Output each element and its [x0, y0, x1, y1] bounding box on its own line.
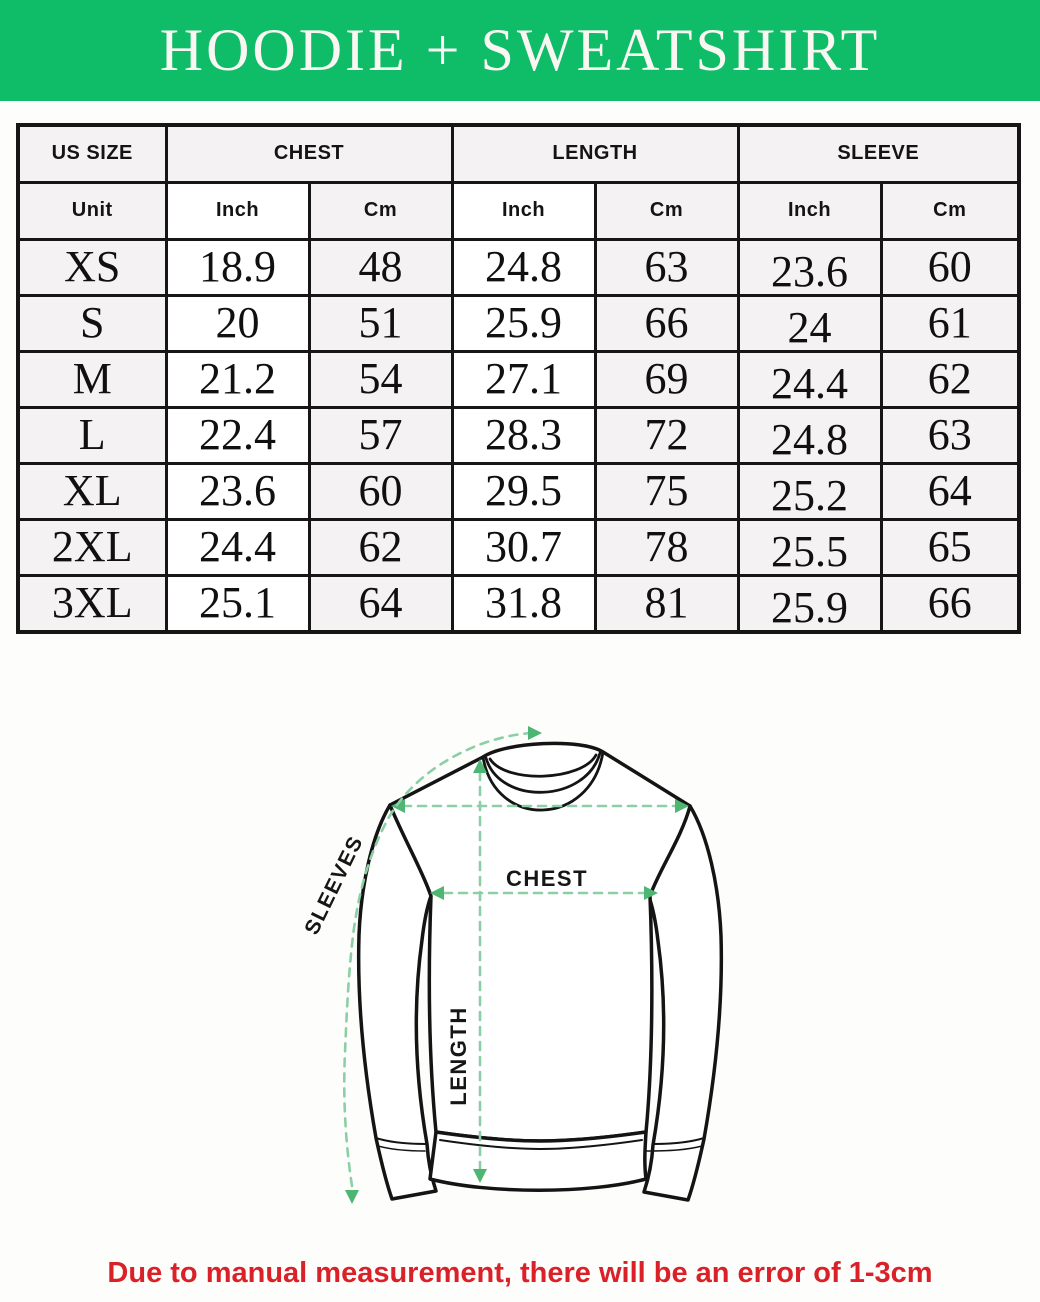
value-cell: 29.5 — [450, 461, 597, 521]
sweatshirt-diagram: CHEST LENGTH SLEEVES — [300, 726, 724, 1204]
length-label: LENGTH — [446, 1006, 471, 1105]
sleeve-top-arrowhead — [528, 726, 542, 740]
value-cell: 57 — [307, 405, 454, 465]
chest-right-arrowhead — [644, 886, 658, 900]
unit-header-inch-3: Inch — [450, 180, 597, 241]
sleeve-measure-line — [342, 731, 534, 1188]
value-cell: 75 — [593, 461, 740, 521]
value-cell: 24.8 — [736, 405, 883, 465]
value-cell: 69 — [593, 349, 740, 409]
value-cell: 24 — [736, 293, 883, 353]
column-group-sleeve: SLEEVE — [736, 123, 1021, 184]
table-row: 3XL 25.1 64 31.8 81 25.9 66 — [16, 573, 1021, 633]
sleeves-label: SLEEVES — [300, 832, 368, 939]
value-cell: 25.1 — [164, 573, 311, 633]
shoulder-right-arrowhead — [675, 799, 689, 813]
size-table-wrap: US SIZE CHEST LENGTH SLEEVE Unit Inch Cm Inch Cm… — [16, 123, 1022, 634]
table-row: L 22.4 57 28.3 72 24.8 63 — [16, 405, 1021, 465]
unit-header-cm-4: Cm — [593, 180, 740, 241]
size-cell: XL — [16, 461, 168, 521]
value-cell: 25.9 — [736, 573, 883, 633]
table-row: S 20 51 25.9 66 24 61 — [16, 293, 1021, 353]
column-group-row: US SIZE CHEST LENGTH SLEEVE — [16, 123, 1021, 184]
size-cell: 3XL — [16, 573, 168, 633]
size-table: US SIZE CHEST LENGTH SLEEVE Unit Inch Cm Inch Cm… — [16, 123, 1022, 634]
length-bottom-arrowhead — [473, 1169, 487, 1183]
value-cell: 23.6 — [164, 461, 311, 521]
value-cell: 60 — [879, 237, 1021, 297]
value-cell: 24.4 — [736, 349, 883, 409]
size-cell: M — [16, 349, 168, 409]
right-cuff-seam-2 — [644, 1145, 703, 1152]
value-cell: 63 — [593, 237, 740, 297]
value-cell: 65 — [879, 517, 1021, 577]
collar-outer-arc — [481, 750, 605, 812]
column-group-chest: CHEST — [164, 123, 454, 184]
value-cell: 60 — [307, 461, 454, 521]
collar-inner-arc — [488, 753, 598, 778]
measurement-note: Due to manual measurement, there will be… — [107, 1257, 933, 1289]
column-group-us-size: US SIZE — [16, 123, 168, 184]
right-cuff-seam — [652, 1137, 705, 1145]
value-cell: 72 — [593, 405, 740, 465]
value-cell: 25.2 — [736, 461, 883, 521]
body-outline — [388, 741, 692, 1143]
banner: HOODIE + SWEATSHIRT — [0, 0, 1040, 101]
value-cell: 23.6 — [736, 237, 883, 297]
size-cell: S — [16, 293, 168, 353]
table-row: XS 18.9 48 24.8 63 23.6 60 — [16, 237, 1021, 297]
unit-header: Unit — [16, 180, 168, 241]
unit-header-cm-2: Cm — [307, 180, 454, 241]
value-cell: 48 — [307, 237, 454, 297]
chest-label: CHEST — [506, 866, 588, 891]
unit-header-inch-1: Inch — [164, 180, 311, 241]
size-table-head: US SIZE CHEST LENGTH SLEEVE Unit Inch Cm Inch Cm… — [16, 123, 1021, 241]
table-row: M 21.2 54 27.1 69 24.4 62 — [16, 349, 1021, 409]
value-cell: 25.5 — [736, 517, 883, 577]
size-table-body: XS 18.9 48 24.8 63 23.6 60 S 20 51 25.9 66 24 61 M 21.2… — [16, 237, 1021, 633]
value-cell: 62 — [879, 349, 1021, 409]
value-cell: 63 — [879, 405, 1021, 465]
value-cell: 24.8 — [450, 237, 597, 297]
value-cell: 21.2 — [164, 349, 311, 409]
shoulder-left-arrowhead — [391, 799, 405, 813]
sleeve-bottom-arrowhead — [345, 1190, 359, 1204]
value-cell: 20 — [164, 293, 311, 353]
value-cell: 66 — [879, 573, 1021, 633]
chest-left-arrowhead — [430, 886, 444, 900]
table-row: 2XL 24.4 62 30.7 78 25.5 65 — [16, 517, 1021, 577]
collar-mid-arc — [484, 751, 602, 794]
value-cell: 31.8 — [450, 573, 597, 633]
size-cell: L — [16, 405, 168, 465]
left-cuff-seam — [375, 1137, 428, 1145]
size-cell: 2XL — [16, 517, 168, 577]
waistband — [428, 1130, 648, 1192]
value-cell: 61 — [879, 293, 1021, 353]
value-cell: 18.9 — [164, 237, 311, 297]
value-cell: 25.9 — [450, 293, 597, 353]
column-group-length: LENGTH — [450, 123, 740, 184]
unit-header-inch-5: Inch — [736, 180, 883, 241]
banner-title: HOODIE + SWEATSHIRT — [159, 17, 881, 83]
value-cell: 54 — [307, 349, 454, 409]
value-cell: 81 — [593, 573, 740, 633]
value-cell: 66 — [593, 293, 740, 353]
length-top-arrowhead — [473, 759, 487, 773]
value-cell: 62 — [307, 517, 454, 577]
table-row: XL 23.6 60 29.5 75 25.2 64 — [16, 461, 1021, 521]
value-cell: 22.4 — [164, 405, 311, 465]
value-cell: 28.3 — [450, 405, 597, 465]
value-cell: 64 — [879, 461, 1021, 521]
value-cell: 51 — [307, 293, 454, 353]
value-cell: 27.1 — [450, 349, 597, 409]
value-cell: 30.7 — [450, 517, 597, 577]
unit-row: Unit Inch Cm Inch Cm Inch Cm — [16, 180, 1021, 241]
left-cuff-seam-2 — [377, 1145, 426, 1152]
value-cell: 64 — [307, 573, 454, 633]
waistband-seam — [439, 1139, 643, 1150]
size-cell: XS — [16, 237, 168, 297]
unit-header-cm-6: Cm — [879, 180, 1021, 241]
value-cell: 78 — [593, 517, 740, 577]
value-cell: 24.4 — [164, 517, 311, 577]
